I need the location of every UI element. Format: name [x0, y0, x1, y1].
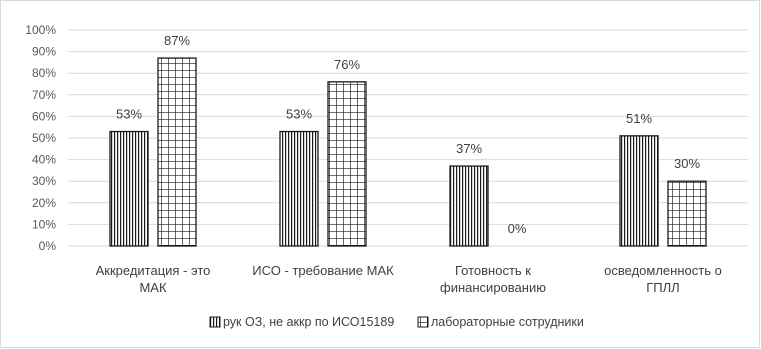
y-tick-label: 40%	[32, 153, 56, 167]
y-tick-label: 90%	[32, 45, 56, 59]
data-label: 53%	[286, 107, 312, 122]
bar	[449, 165, 489, 247]
y-tick-label: 70%	[32, 88, 56, 102]
y-tick-label: 50%	[32, 131, 56, 145]
category-label: Аккредитация - это	[96, 263, 211, 278]
data-labels: 53% 53% 37% 51% 87% 76% 0% 30%	[116, 33, 700, 236]
y-tick-label: 10%	[32, 217, 56, 231]
bar	[667, 180, 707, 247]
legend-label: лабораторные сотрудники	[431, 315, 584, 329]
bar	[157, 57, 197, 247]
data-label: 87%	[164, 33, 190, 48]
y-axis-ticks: 0% 10% 20% 30% 40% 50% 60% 70% 80% 90% 100%	[25, 23, 56, 253]
y-tick-label: 30%	[32, 174, 56, 188]
legend-swatch	[209, 316, 221, 328]
y-tick-label: 100%	[25, 23, 56, 37]
legend: рук ОЗ, не аккр по ИСО15189 лабораторные …	[209, 315, 584, 329]
bar	[327, 81, 367, 247]
x-axis-categories: Аккредитация - это МАК ИСО - требование МА…	[96, 263, 722, 295]
data-label: 0%	[508, 221, 527, 236]
bars	[109, 57, 707, 247]
data-label: 30%	[674, 156, 700, 171]
data-label: 53%	[116, 107, 142, 122]
legend-swatch	[417, 316, 429, 328]
y-tick-label: 60%	[32, 109, 56, 123]
y-tick-label: 20%	[32, 196, 56, 210]
bar	[619, 135, 659, 247]
category-label: ИСО - требование МАК	[252, 263, 394, 278]
data-label: 37%	[456, 141, 482, 156]
legend-label: рук ОЗ, не аккр по ИСО15189	[223, 315, 394, 329]
category-label: Готовность к	[455, 263, 531, 278]
category-label: МАК	[139, 280, 167, 295]
y-tick-label: 80%	[32, 66, 56, 80]
bar	[109, 130, 149, 247]
data-label: 51%	[626, 111, 652, 126]
category-label: осведомленность о	[604, 263, 722, 278]
category-label: финансированию	[440, 280, 546, 295]
bar	[279, 130, 319, 247]
y-tick-label: 0%	[39, 239, 57, 253]
category-label: ГПЛЛ	[646, 280, 679, 295]
data-label: 76%	[334, 57, 360, 72]
